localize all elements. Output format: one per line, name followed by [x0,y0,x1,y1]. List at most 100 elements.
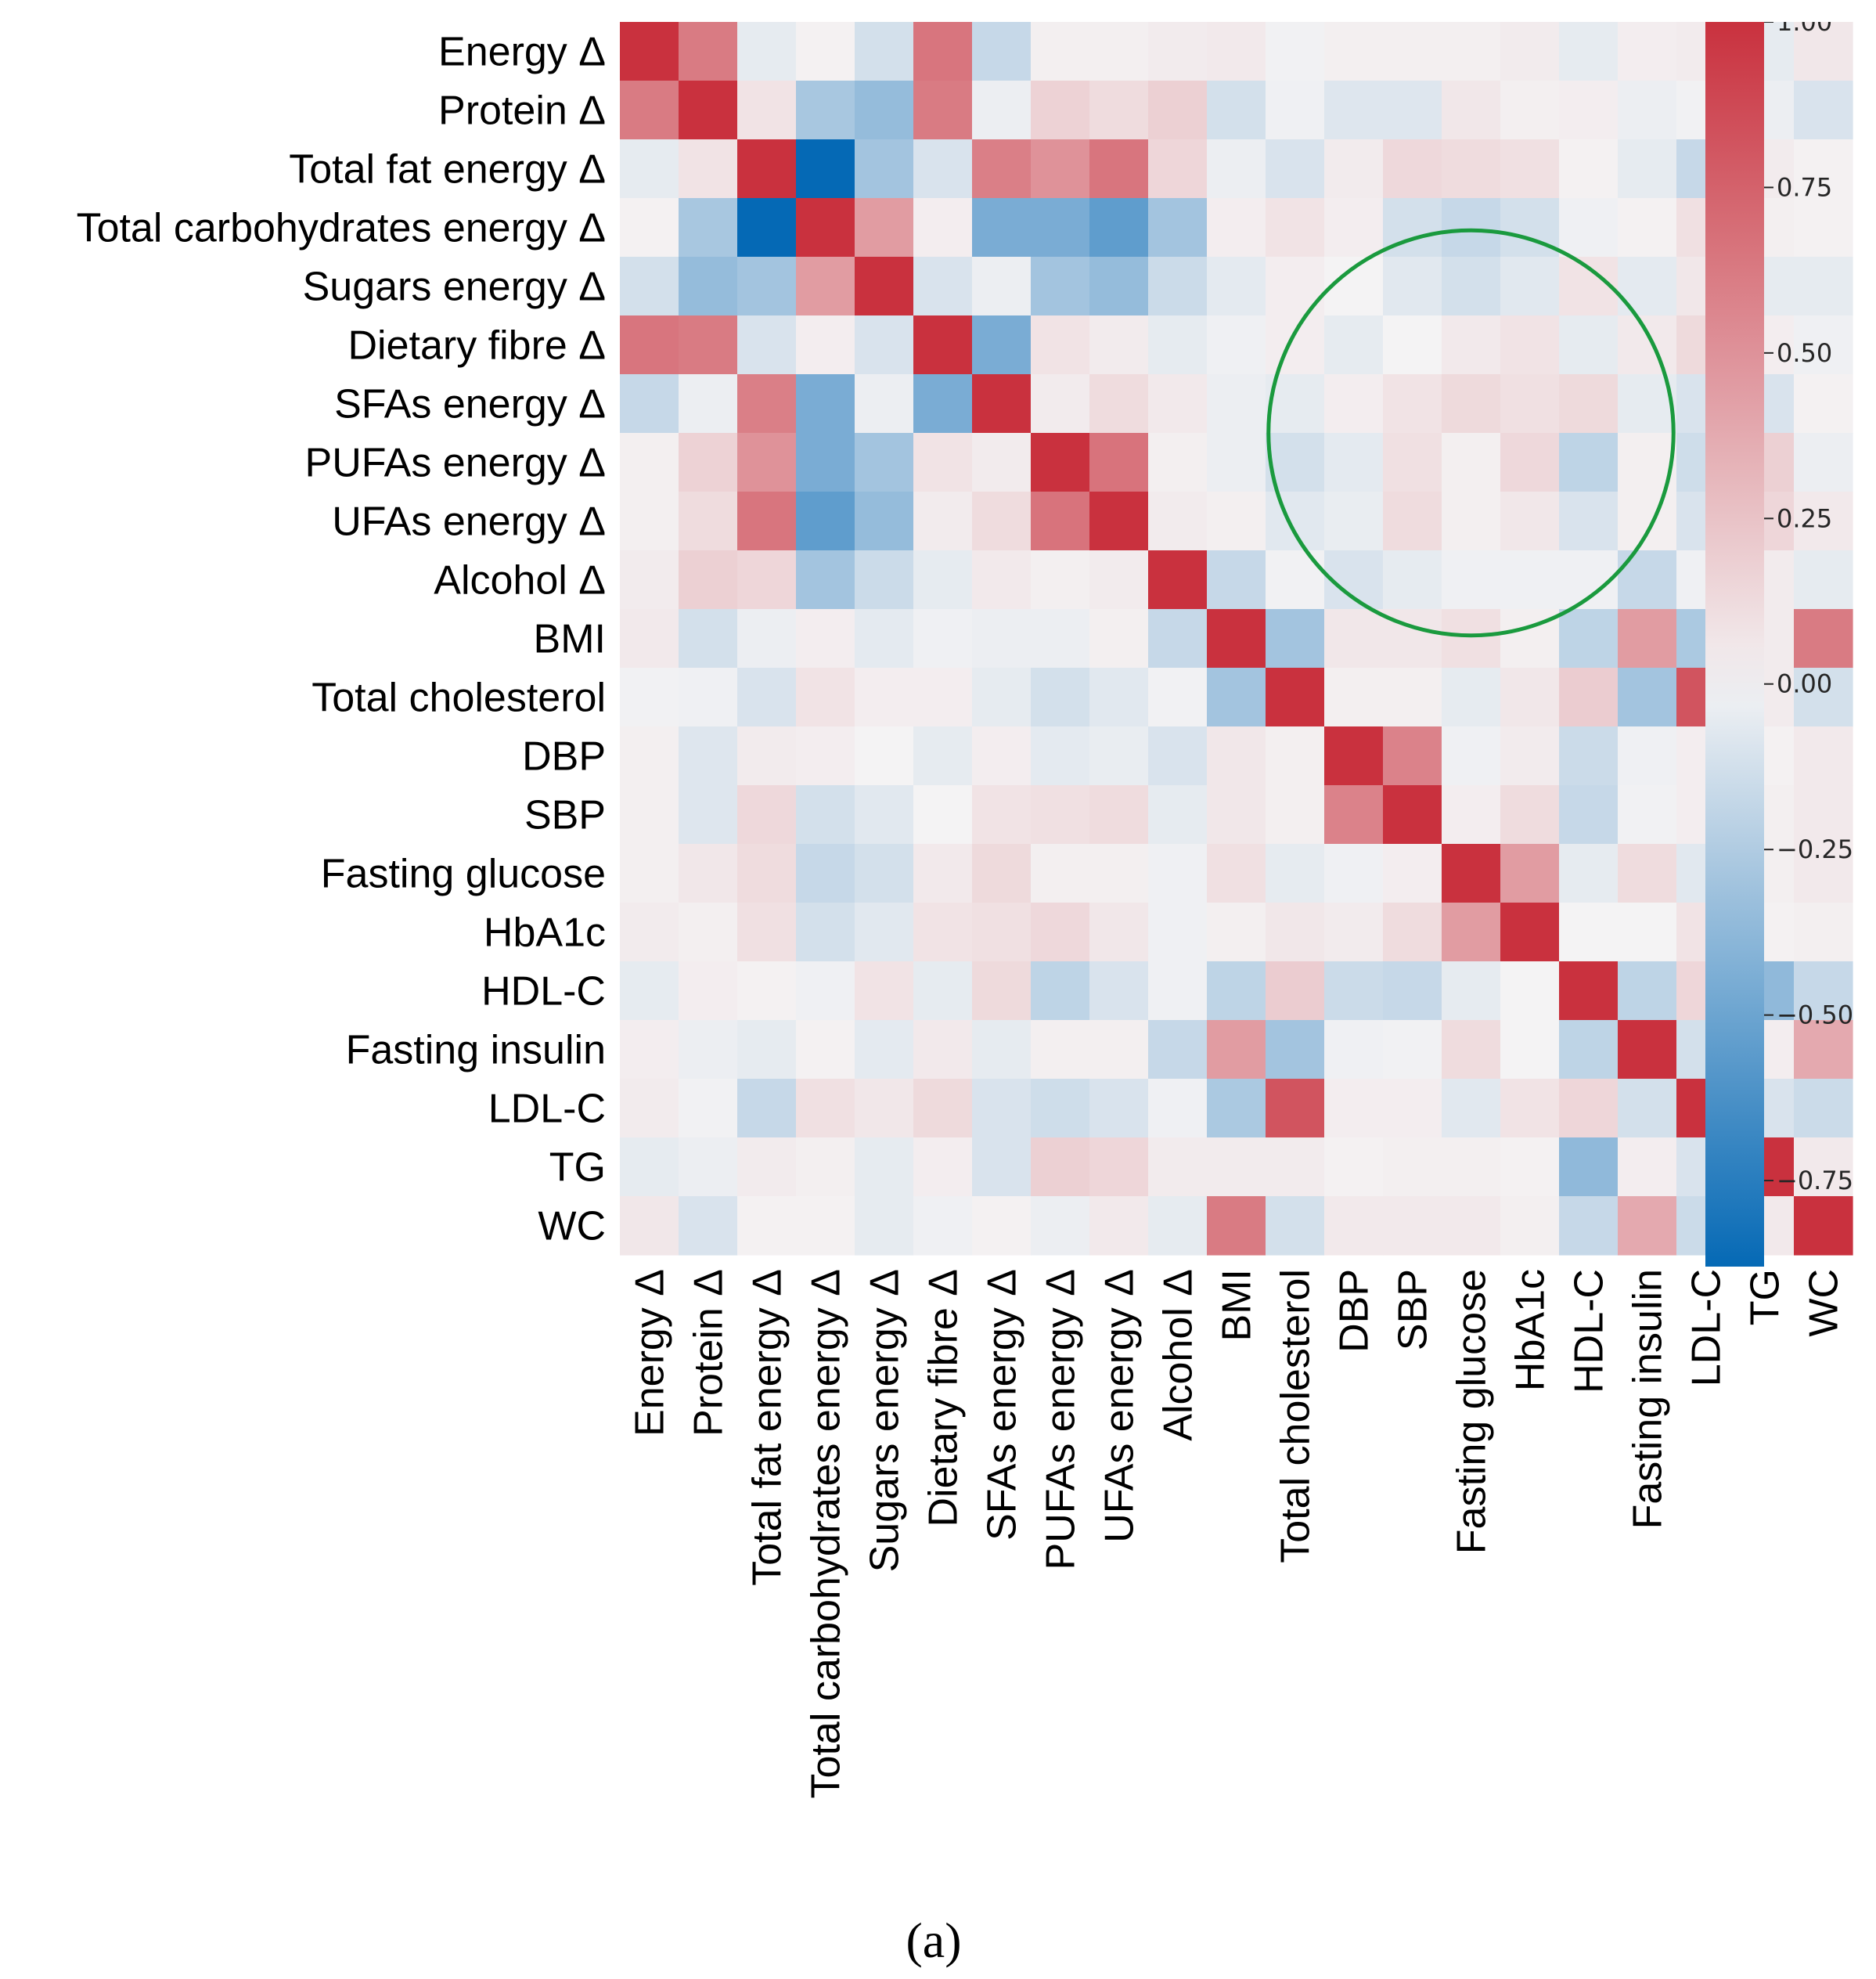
cell-hba1c-x-ufas-energy-delta [1089,903,1149,962]
cell-dbp-x-fasting-insulin [1618,726,1677,786]
cell-protein-delta-x-protein-delta [679,81,738,140]
cell-protein-delta-x-total-cholesterol [1266,81,1325,140]
cell-protein-delta-x-sugars-energy-delta [855,81,914,140]
cell-sbp-x-total-cholesterol [1266,785,1325,845]
cell-wc-x-dbp [1324,1196,1384,1256]
cell-sugars-energy-delta-x-sbp [1383,257,1442,316]
cell-sbp-x-dietary-fibre-delta [913,785,973,845]
cell-fasting-glucose-x-ufas-energy-delta [1089,844,1149,903]
cell-pufas-energy-delta-x-dietary-fibre-delta [913,433,973,492]
cell-fasting-insulin-x-ufas-energy-delta [1089,1020,1149,1080]
cell-hba1c-x-alcohol-delta [1148,903,1208,962]
cell-hba1c-x-sbp [1383,903,1442,962]
cell-alcohol-delta-x-fasting-insulin [1618,550,1677,610]
cell-hdl-c-x-pufas-energy-delta [1031,961,1090,1021]
cell-dbp-x-protein-delta [679,726,738,786]
cell-fasting-glucose-x-sugars-energy-delta [855,844,914,903]
column-label-fasting-insulin: Fasting insulin [1626,1269,1671,1529]
cell-fasting-insulin-x-dbp [1324,1020,1384,1080]
cell-hba1c-x-fasting-glucose [1442,903,1501,962]
cell-bmi-x-ufas-energy-delta [1089,609,1149,669]
cell-ldl-c-x-protein-delta [679,1079,738,1138]
cell-ldl-c-x-total-carbohydrates-energy-delta [796,1079,855,1138]
cell-hba1c-x-total-fat-energy-delta [737,903,797,962]
column-label-bmi: BMI [1215,1269,1260,1341]
cell-total-carbohydrates-energy-delta-x-alcohol-delta [1148,198,1208,258]
cell-total-fat-energy-delta-x-fasting-glucose [1442,139,1501,199]
cell-energy-delta-x-pufas-energy-delta [1031,22,1090,81]
cell-protein-delta-x-sfas-energy-delta [972,81,1032,140]
column-label-energy-delta: Energy Δ [628,1269,673,1436]
cell-sugars-energy-delta-x-total-fat-energy-delta [737,257,797,316]
cell-dietary-fibre-delta-x-total-cholesterol [1266,315,1325,375]
cell-wc-x-pufas-energy-delta [1031,1196,1090,1256]
column-label-sugars-energy-delta: Sugars energy Δ [862,1269,908,1572]
cell-hdl-c-x-dbp [1324,961,1384,1021]
cell-total-cholesterol-x-pufas-energy-delta [1031,668,1090,727]
cell-hdl-c-x-energy-delta [620,961,679,1021]
cell-energy-delta-x-sbp [1383,22,1442,81]
cell-ldl-c-x-energy-delta [620,1079,679,1138]
cell-sbp-x-protein-delta [679,785,738,845]
cell-sfas-energy-delta-x-hba1c [1500,374,1560,434]
cell-energy-delta-x-dbp [1324,22,1384,81]
cell-wc-x-energy-delta [620,1196,679,1256]
cell-ufas-energy-delta-x-ufas-energy-delta [1089,492,1149,551]
cell-ufas-energy-delta-x-alcohol-delta [1148,492,1208,551]
row-label-fasting-insulin: Fasting insulin [346,1028,606,1073]
cell-tg-x-ufas-energy-delta [1089,1137,1149,1197]
cell-wc-x-bmi [1207,1196,1266,1256]
cell-wc-x-hba1c [1500,1196,1560,1256]
cell-fasting-insulin-x-bmi [1207,1020,1266,1080]
cell-bmi-x-sfas-energy-delta [972,609,1032,669]
cell-total-fat-energy-delta-x-total-carbohydrates-energy-delta [796,139,855,199]
cell-total-carbohydrates-energy-delta-x-total-fat-energy-delta [737,198,797,258]
cell-protein-delta-x-alcohol-delta [1148,81,1208,140]
colorbar-tick-label: −0.50 [1777,1000,1853,1030]
cell-hba1c-x-sugars-energy-delta [855,903,914,962]
cell-hba1c-x-total-cholesterol [1266,903,1325,962]
cell-total-carbohydrates-energy-delta-x-sugars-energy-delta [855,198,914,258]
cell-sugars-energy-delta-x-dietary-fibre-delta [913,257,973,316]
cell-total-fat-energy-delta-x-alcohol-delta [1148,139,1208,199]
cell-hdl-c-x-ufas-energy-delta [1089,961,1149,1021]
cell-sfas-energy-delta-x-energy-delta [620,374,679,434]
cell-dbp-x-bmi [1207,726,1266,786]
cell-dbp-x-ufas-energy-delta [1089,726,1149,786]
cell-total-carbohydrates-energy-delta-x-protein-delta [679,198,738,258]
colorbar-tick-label: 0.50 [1777,338,1832,368]
cell-alcohol-delta-x-sfas-energy-delta [972,550,1032,610]
cell-sbp-x-bmi [1207,785,1266,845]
cell-alcohol-delta-x-sugars-energy-delta [855,550,914,610]
cell-ldl-c-x-dbp [1324,1079,1384,1138]
cell-total-fat-energy-delta-x-dbp [1324,139,1384,199]
cell-hba1c-x-energy-delta [620,903,679,962]
cell-dietary-fibre-delta-x-fasting-glucose [1442,315,1501,375]
cell-hba1c-x-hba1c [1500,903,1560,962]
cell-sfas-energy-delta-x-pufas-energy-delta [1031,374,1090,434]
cell-total-fat-energy-delta-x-total-cholesterol [1266,139,1325,199]
cell-ldl-c-x-hdl-c [1559,1079,1619,1138]
cell-protein-delta-x-dbp [1324,81,1384,140]
cell-wc-x-wc [1794,1196,1853,1256]
cell-ufas-energy-delta-x-bmi [1207,492,1266,551]
cell-total-cholesterol-x-sfas-energy-delta [972,668,1032,727]
cell-ldl-c-x-alcohol-delta [1148,1079,1208,1138]
cell-bmi-x-total-cholesterol [1266,609,1325,669]
cell-sugars-energy-delta-x-fasting-glucose [1442,257,1501,316]
cell-wc-x-total-carbohydrates-energy-delta [796,1196,855,1256]
cell-alcohol-delta-x-alcohol-delta [1148,550,1208,610]
cell-pufas-energy-delta-x-pufas-energy-delta [1031,433,1090,492]
column-label-ldl-c: LDL-C [1684,1269,1730,1386]
cell-tg-x-fasting-insulin [1618,1137,1677,1197]
cell-total-carbohydrates-energy-delta-x-hdl-c [1559,198,1619,258]
cell-sfas-energy-delta-x-sbp [1383,374,1442,434]
cell-protein-delta-x-total-fat-energy-delta [737,81,797,140]
cell-pufas-energy-delta-x-wc [1794,433,1853,492]
cell-sugars-energy-delta-x-hba1c [1500,257,1560,316]
cell-hdl-c-x-dietary-fibre-delta [913,961,973,1021]
cell-fasting-glucose-x-energy-delta [620,844,679,903]
heatmap-cells [620,22,1853,1256]
column-label-protein-delta: Protein Δ [686,1269,732,1436]
colorbar-tick-label: 0.25 [1777,503,1832,533]
